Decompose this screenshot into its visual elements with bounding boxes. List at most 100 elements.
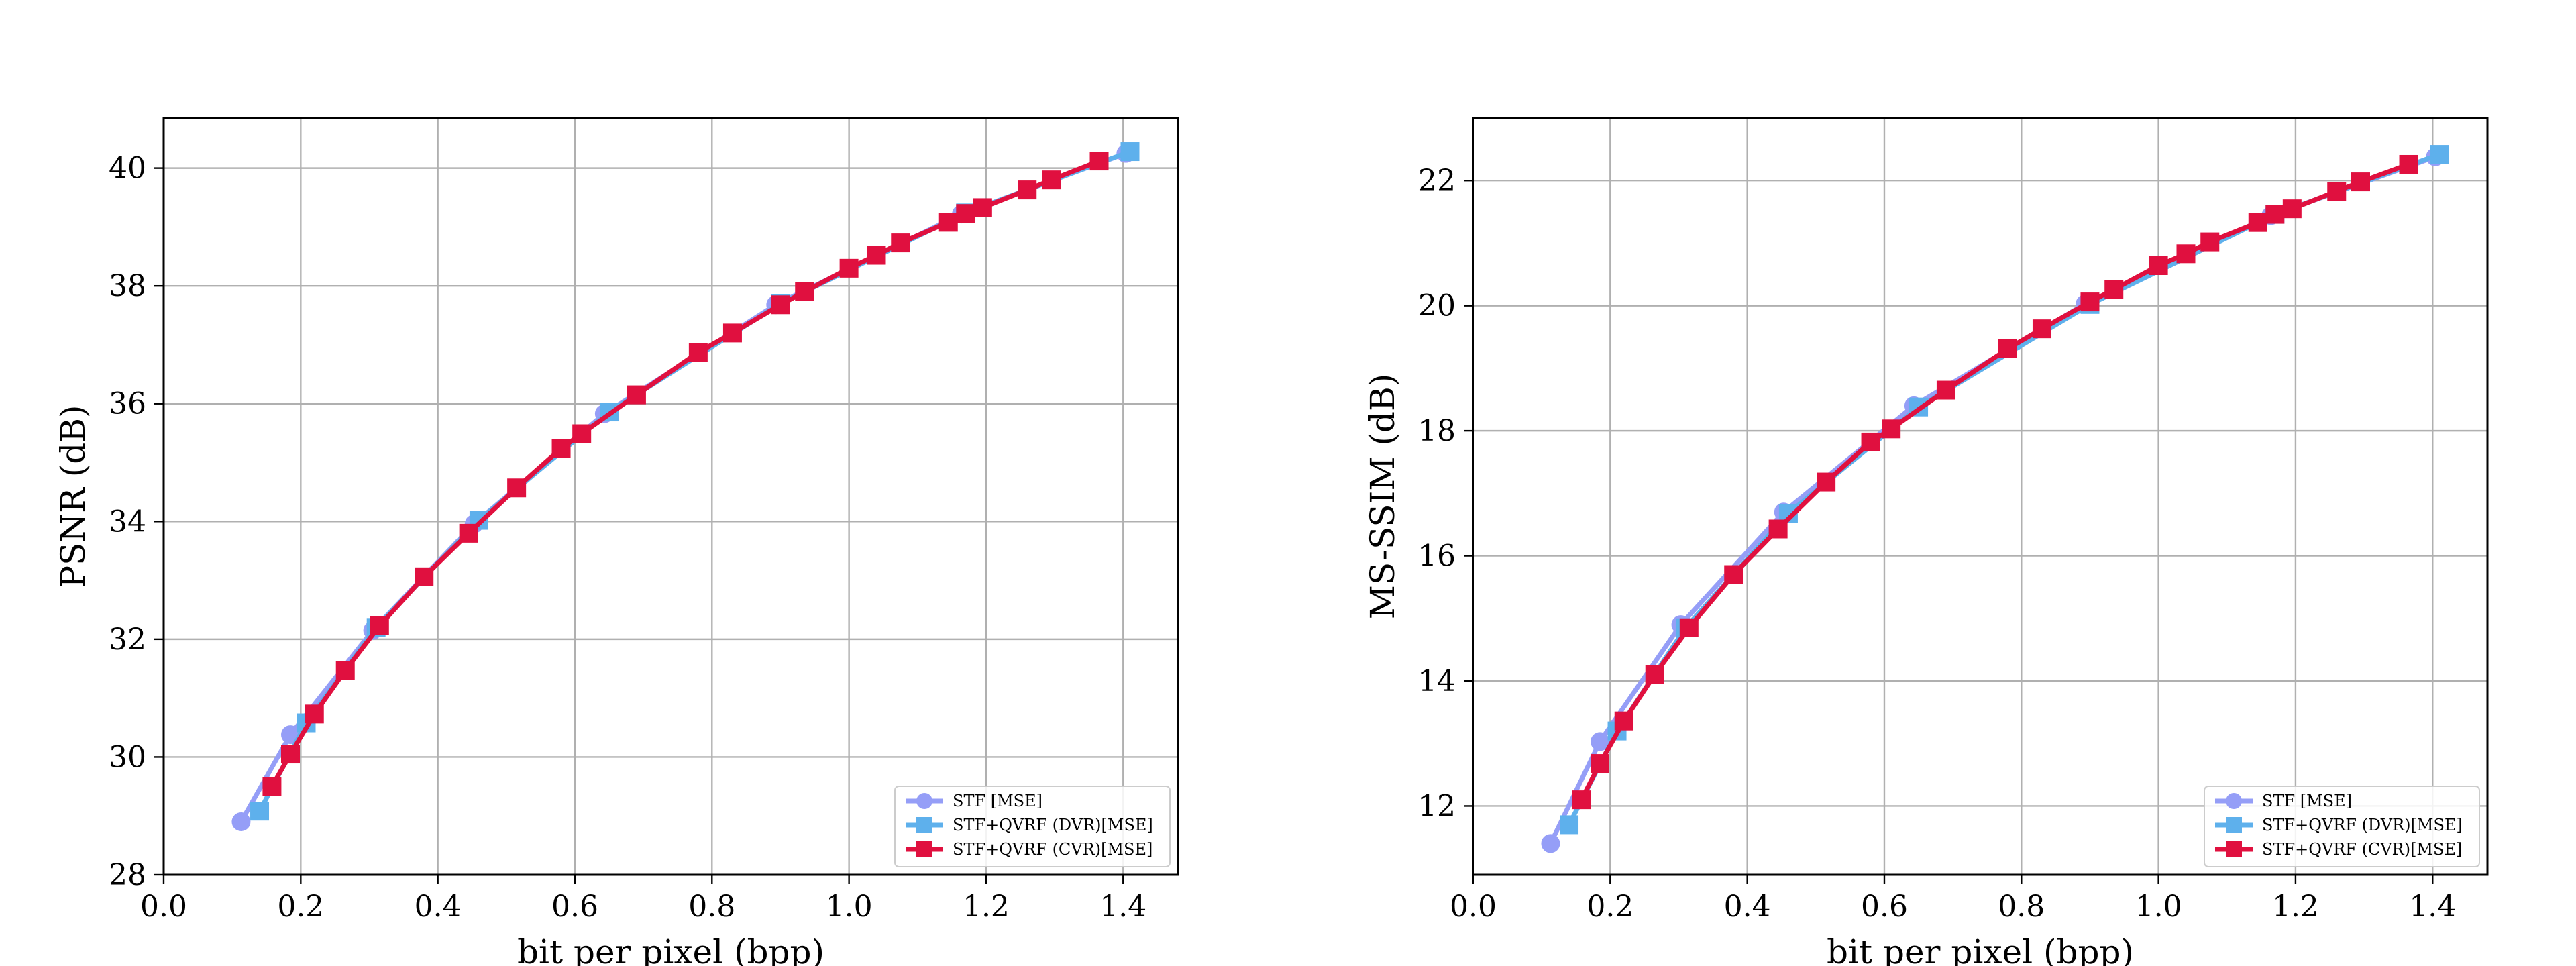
x-tick-label: 1.4	[2409, 890, 2456, 924]
chart-1: 0.0 0.2 0.4 0.6 0.8 1.0 1.2 1.4 28 30 32 34 36 38 40 bi…	[54, 117, 1179, 966]
plot-frame	[162, 117, 1179, 876]
data-point	[1724, 565, 1743, 584]
data-point	[415, 567, 434, 586]
y-tick-label: 12	[1418, 789, 1456, 823]
x-tick-label: 0.6	[551, 890, 598, 924]
series-2	[250, 142, 1140, 821]
x-tick-label: 0.8	[688, 890, 735, 924]
x-tick-label: 0.2	[1587, 890, 1633, 924]
data-point	[572, 424, 592, 443]
data-point	[1998, 339, 2017, 358]
legend-entry: STF+QVRF (CVR)[MSE]	[2215, 840, 2462, 859]
data-point	[771, 295, 790, 315]
data-point	[891, 233, 910, 253]
data-point	[1817, 472, 1836, 492]
series-3	[1572, 154, 2418, 810]
legend-marker	[2226, 841, 2242, 857]
y-axis-label: MS-SSIM (dB)	[1363, 374, 1402, 619]
plot-frame	[1472, 117, 2489, 876]
legend-label: STF+QVRF (DVR)[MSE]	[953, 816, 1153, 835]
legend-box	[2204, 786, 2480, 867]
y-tick-label: 22	[1418, 164, 1456, 198]
data-point	[281, 745, 300, 764]
data-point	[2080, 292, 2100, 312]
series-line	[1548, 154, 2436, 845]
x-tick-label: 1.2	[963, 890, 1010, 924]
data-point	[2351, 172, 2370, 192]
series-line	[270, 158, 1100, 788]
y-tick-label: 36	[109, 387, 146, 421]
legend-marker	[2226, 817, 2242, 833]
data-point	[2282, 199, 2302, 219]
data-point	[1591, 754, 1609, 773]
data-point	[335, 661, 355, 680]
data-point	[1042, 170, 1061, 190]
data-point	[370, 616, 389, 635]
data-point	[250, 802, 270, 821]
y-tick-label: 34	[109, 504, 146, 539]
legend-marker	[916, 793, 932, 809]
x-tick-label: 0.8	[1998, 890, 2045, 924]
data-point	[1645, 665, 1664, 684]
data-point	[305, 704, 324, 724]
data-point	[1572, 790, 1591, 810]
data-point	[1679, 618, 1699, 637]
data-point	[2399, 154, 2418, 174]
data-point	[2265, 205, 2285, 224]
data-point	[722, 323, 742, 343]
series-line	[257, 149, 1131, 812]
x-tick-label: 1.2	[2272, 890, 2319, 924]
data-point	[973, 198, 992, 217]
data-point	[2149, 256, 2168, 276]
legend-box	[894, 786, 1171, 867]
legend-entry: STF [MSE]	[2215, 792, 2352, 810]
data-point	[938, 213, 958, 232]
data-point	[2032, 319, 2051, 339]
legend-entry: STF+QVRF (DVR)[MSE]	[2215, 816, 2463, 835]
data-point	[627, 385, 646, 405]
legend-label: STF+QVRF (CVR)[MSE]	[2262, 840, 2462, 859]
data-point	[459, 523, 478, 543]
x-tick-label: 0.0	[1450, 890, 1497, 924]
x-tick-label: 0.0	[140, 890, 187, 924]
x-tick-label: 0.2	[277, 890, 324, 924]
chart-2: 0.0 0.2 0.4 0.6 0.8 1.0 1.2 1.4 12 14 16 18 20 22 bit …	[1363, 117, 2489, 966]
data-point	[1614, 711, 1633, 731]
series-2	[1560, 145, 2449, 835]
data-point	[1861, 432, 1880, 451]
data-point	[839, 258, 859, 278]
data-point	[2104, 280, 2124, 299]
x-axis-label: bit per pixel (bpp)	[517, 932, 824, 966]
y-tick-label: 28	[109, 858, 146, 892]
data-point	[1560, 815, 1579, 835]
data-point	[551, 439, 571, 458]
series-3	[262, 152, 1109, 796]
data-point	[1018, 180, 1037, 200]
y-tick-label: 40	[109, 152, 146, 186]
legend-entry: STF+QVRF (CVR)[MSE]	[906, 840, 1152, 859]
x-tick-label: 1.4	[1099, 890, 1146, 924]
data-point	[688, 343, 708, 362]
legend-marker	[2226, 793, 2242, 809]
y-tick-label: 18	[1418, 414, 1456, 448]
series-1	[231, 144, 1136, 831]
series-line	[239, 151, 1127, 823]
y-tick-label: 32	[109, 623, 146, 657]
data-point	[1882, 419, 1901, 439]
y-tick-label: 38	[109, 269, 146, 303]
data-point	[1768, 519, 1788, 539]
data-point	[795, 282, 814, 301]
data-point	[2248, 213, 2267, 232]
data-point	[2200, 232, 2220, 252]
x-tick-label: 0.4	[1724, 890, 1771, 924]
y-tick-label: 14	[1418, 664, 1456, 698]
legend-label: STF [MSE]	[953, 792, 1042, 810]
legend-marker	[916, 841, 932, 857]
series-line	[1566, 152, 2440, 826]
data-point	[1591, 732, 1609, 751]
legend-label: STF+QVRF (DVR)[MSE]	[2262, 816, 2463, 835]
legend-entry: STF+QVRF (DVR)[MSE]	[906, 816, 1153, 835]
x-tick-label: 1.0	[826, 890, 873, 924]
legend-label: STF [MSE]	[2262, 792, 2352, 810]
legend: STF [MSE] STF+QVRF (DVR)[MSE] STF+QVRF (CV…	[2204, 786, 2480, 867]
